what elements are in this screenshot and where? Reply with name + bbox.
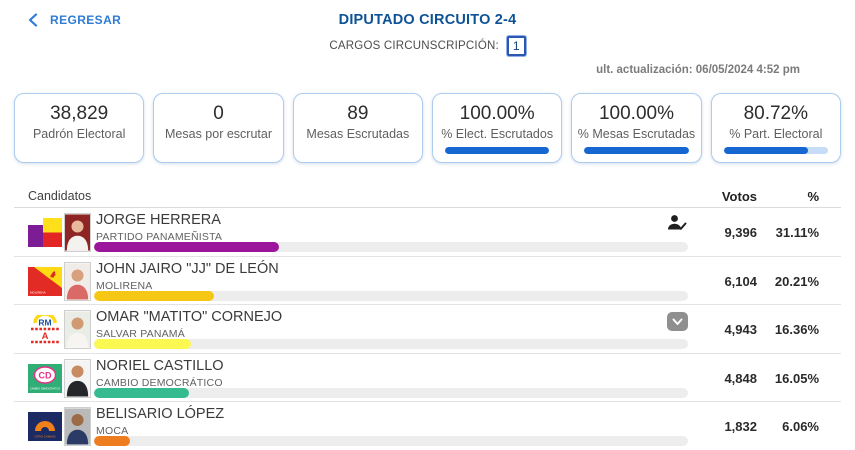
candidate-percent: 31.11% bbox=[775, 225, 819, 240]
candidate-photo bbox=[64, 358, 91, 398]
candidate-name: JORGE HERRERA bbox=[96, 212, 221, 228]
party-flag-molirena: MOLIRENA bbox=[28, 266, 62, 296]
stat-value: 100.00% bbox=[459, 103, 535, 124]
candidate-party: MOLIRENA bbox=[96, 279, 153, 292]
cargos-value-box: 1 bbox=[506, 36, 526, 56]
candidate-row: JORGE HERRERA PARTIDO PANAMEÑISTA 9,396 … bbox=[14, 208, 841, 257]
vote-bar-track bbox=[94, 339, 688, 350]
candidate-photo bbox=[64, 261, 91, 301]
candidate-party: PARTIDO PANAMEÑISTA bbox=[96, 231, 223, 243]
vote-bar-track bbox=[94, 387, 688, 398]
candidate-row: CD CAMBIO DEMOCRATICO NORIEL CASTILLO CA… bbox=[14, 354, 841, 403]
results-table: Candidatos Votos % JORGE HERRERA PARTIDO… bbox=[14, 189, 841, 450]
chevron-left-icon bbox=[28, 13, 38, 27]
person-check-icon bbox=[668, 215, 687, 230]
stat-value: 0 bbox=[213, 103, 224, 124]
candidate-votes: 1,832 bbox=[724, 419, 757, 435]
stat-label: Mesas por escrutar bbox=[165, 127, 272, 141]
stats-row: 38,829 Padrón Electoral 0 Mesas por escr… bbox=[14, 93, 841, 163]
candidate-votes: 4,848 bbox=[724, 370, 757, 386]
stat-card-padron: 38,829 Padrón Electoral bbox=[14, 93, 145, 163]
back-button[interactable]: REGRESAR bbox=[28, 13, 121, 27]
candidate-photo bbox=[64, 310, 91, 350]
candidate-name: OMAR "MATITO" CORNEJO bbox=[96, 309, 283, 326]
candidate-party: MOCA bbox=[96, 425, 129, 438]
stat-label: % Mesas Escrutadas bbox=[577, 127, 696, 141]
candidate-photo bbox=[64, 213, 91, 252]
vote-bar-fill bbox=[94, 436, 130, 447]
vote-bar-fill bbox=[94, 387, 190, 398]
back-label: REGRESAR bbox=[50, 13, 122, 27]
cargos-line: CARGOS CIRCUNSCRIPCIÓN: 1 bbox=[0, 36, 855, 56]
cargos-label: CARGOS CIRCUNSCRIPCIÓN: bbox=[329, 40, 499, 52]
candidate-percent: 20.21% bbox=[774, 273, 819, 289]
candidate-row: OTRO CAMINO BELISARIO LÓPEZ MOCA 1,832 6… bbox=[14, 402, 841, 450]
stat-label: % Part. Electoral bbox=[729, 127, 823, 141]
candidate-row: MOLIRENA JOHN JAIRO "JJ" DE LEÓN MOLIREN… bbox=[14, 257, 841, 306]
candidate-photo bbox=[64, 407, 91, 447]
candidate-name: NORIEL CASTILLO bbox=[96, 357, 224, 374]
party-flag-panamenista bbox=[28, 218, 62, 247]
stat-card-pct-elect-escrutados: 100.00% % Elect. Escrutados bbox=[431, 93, 563, 163]
stat-value: 100.00% bbox=[598, 103, 674, 124]
vote-bar-track bbox=[94, 242, 688, 252]
chevron-down-icon bbox=[672, 318, 683, 325]
party-flag-salvar-panama: RM A bbox=[28, 315, 62, 345]
stat-card-mesas-por-escrutar: 0 Mesas por escrutar bbox=[153, 93, 284, 163]
candidate-percent: 16.36% bbox=[774, 322, 819, 338]
vote-bar-fill bbox=[94, 339, 192, 350]
vote-bar-track bbox=[94, 290, 688, 301]
progress-bar bbox=[584, 147, 689, 154]
stat-card-pct-mesas-escrutadas: 100.00% % Mesas Escrutadas bbox=[571, 93, 702, 163]
svg-text:CD: CD bbox=[39, 370, 52, 380]
candidate-percent: 16.05% bbox=[774, 370, 819, 386]
candidate-party: CAMBIO DEMOCRÁTICO bbox=[96, 376, 223, 389]
candidate-name: BELISARIO LÓPEZ bbox=[96, 406, 225, 423]
stat-value: 38,829 bbox=[50, 103, 109, 124]
stat-label: Padrón Electoral bbox=[32, 127, 126, 141]
page-title: DIPUTADO CIRCUITO 2-4 bbox=[338, 12, 517, 28]
svg-text:RM: RM bbox=[38, 318, 51, 328]
candidate-percent: 6.06% bbox=[782, 419, 819, 435]
votes-header: Votos bbox=[721, 189, 757, 204]
svg-text:MOLIRENA: MOLIRENA bbox=[30, 290, 46, 294]
candidate-votes: 4,943 bbox=[724, 322, 757, 338]
party-flag-cambio-democratico: CD CAMBIO DEMOCRATICO bbox=[28, 363, 62, 393]
candidate-votes: 6,104 bbox=[724, 273, 757, 289]
candidate-name: JOHN JAIRO "JJ" DE LEÓN bbox=[96, 260, 279, 277]
table-header: Candidatos Votos % bbox=[14, 189, 841, 208]
candidate-votes: 9,396 bbox=[724, 225, 757, 240]
vote-bar-fill bbox=[94, 290, 215, 301]
stat-label: Mesas Escrutadas bbox=[306, 127, 410, 141]
svg-text:A: A bbox=[42, 331, 49, 342]
stat-value: 89 bbox=[347, 103, 369, 124]
progress-bar bbox=[723, 147, 828, 154]
svg-text:CAMBIO DEMOCRATICO: CAMBIO DEMOCRATICO bbox=[30, 386, 60, 390]
stat-label: % Elect. Escrutados bbox=[441, 127, 554, 141]
vote-bar-fill bbox=[94, 242, 279, 252]
expand-row-button[interactable] bbox=[667, 312, 688, 332]
party-flag-moca: OTRO CAMINO bbox=[28, 412, 62, 442]
stat-card-mesas-escrutadas: 89 Mesas Escrutadas bbox=[292, 93, 423, 163]
candidate-row: RM A OMAR "MATITO" CORNEJO SALVAR PANAMÁ… bbox=[14, 305, 841, 354]
last-update-timestamp: ult. actualización: 06/05/2024 4:52 pm bbox=[596, 64, 800, 76]
stat-value: 80.72% bbox=[743, 103, 809, 124]
svg-text:OTRO CAMINO: OTRO CAMINO bbox=[34, 435, 56, 439]
progress-bar bbox=[444, 147, 550, 154]
percent-header: % bbox=[807, 189, 819, 204]
candidate-party: SALVAR PANAMÁ bbox=[96, 328, 185, 341]
candidates-header: Candidatos bbox=[28, 189, 92, 203]
stat-card-pct-part-electoral: 80.72% % Part. Electoral bbox=[710, 93, 841, 163]
vote-bar-track bbox=[94, 436, 688, 447]
